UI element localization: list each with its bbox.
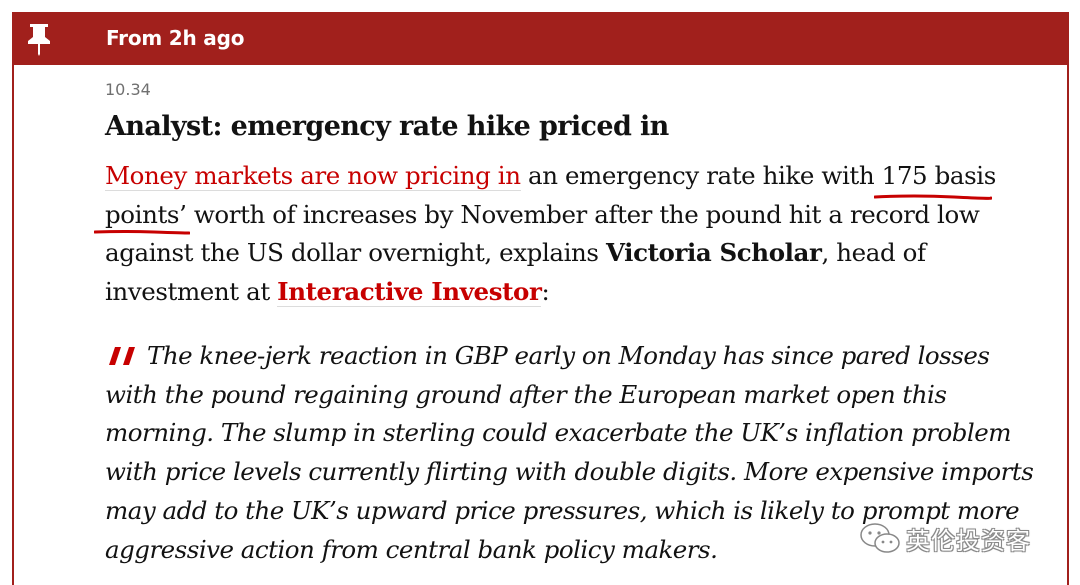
watermark-text: 英伦投资客: [906, 526, 1031, 555]
interactive-investor-link[interactable]: Interactive Investor: [277, 277, 542, 308]
analyst-name: Victoria Scholar: [605, 238, 822, 268]
body-text-1: an emergency rate hike with: [520, 161, 882, 190]
money-markets-link[interactable]: Money markets are now pricing in: [105, 161, 521, 191]
body-text-3: , head of investment at: [105, 238, 926, 307]
post-body: Money markets are now pricing in an emer…: [105, 157, 1035, 312]
analyst-quote: The knee-jerk reaction in GBP early on M…: [105, 337, 1045, 569]
body-text-2: worth of increases by November after the…: [105, 199, 980, 268]
header-label: From 2h ago: [106, 26, 245, 50]
pinned-post-header: From 2h ago: [14, 14, 1067, 65]
post-timestamp[interactable]: 10.34: [105, 80, 151, 99]
wechat-icon: [860, 523, 900, 553]
post-headline: Analyst: emergency rate hike priced in: [105, 111, 669, 142]
pin-icon: [28, 24, 50, 56]
quote-mark-icon: [109, 347, 135, 365]
highlight-points: points’: [105, 199, 187, 229]
body-text-4: :: [541, 277, 550, 307]
live-blog-block: From 2h ago 10.34 Analyst: emergency rat…: [12, 12, 1069, 585]
watermark: 英伦投资客: [858, 518, 1058, 558]
highlight-175-basis: 175 basis: [881, 161, 997, 190]
quote-text: The knee-jerk reaction in GBP early on M…: [105, 341, 1034, 564]
